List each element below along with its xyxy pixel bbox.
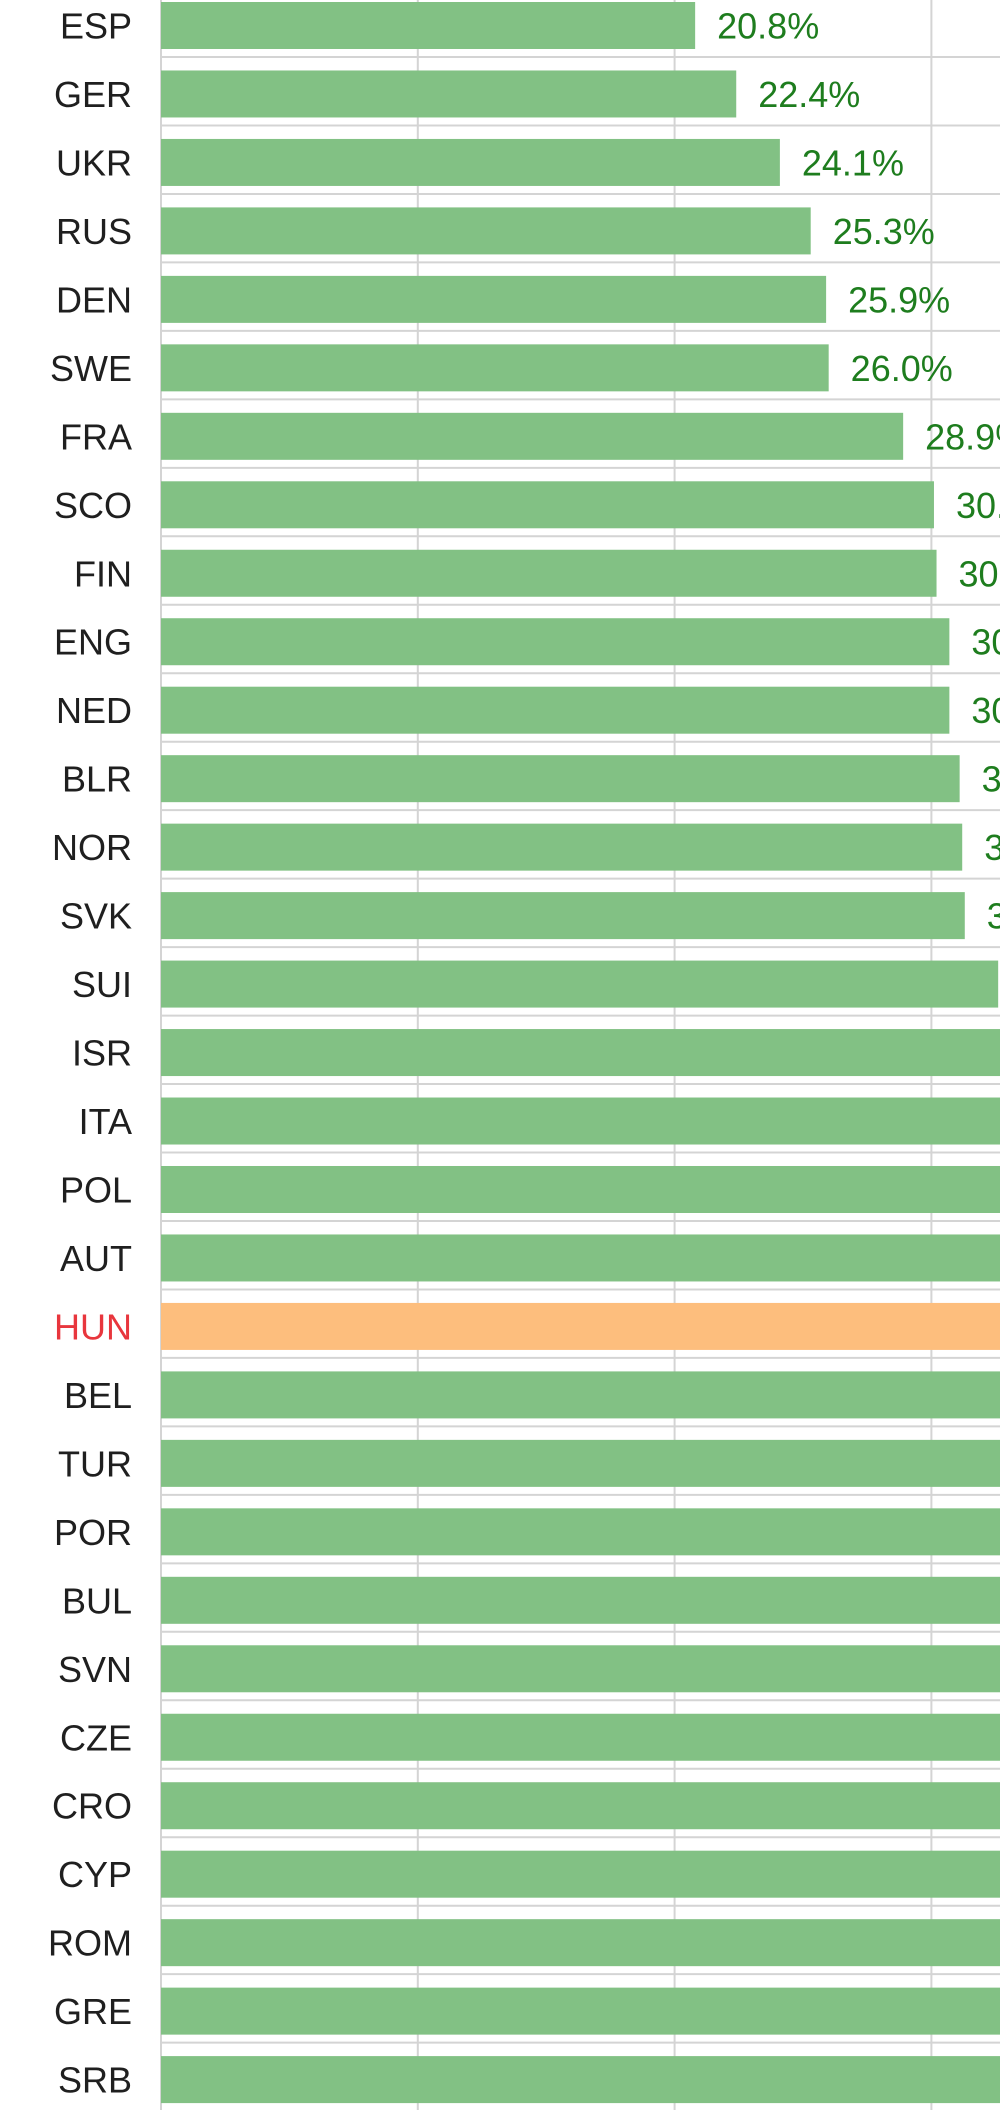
category-label: GRE: [54, 1991, 132, 2032]
category-labels: ESP GER UKR RUS DEN SWE FRA SCO FIN ENG NED BLR NOR S…: [48, 6, 132, 2101]
bar-cro: [161, 1782, 1000, 1830]
category-label: TUR: [58, 1443, 132, 1484]
bar-ger: [161, 70, 737, 118]
bar-rom: [161, 1919, 1000, 1967]
category-label: ESP: [60, 6, 132, 47]
bar-fra: [161, 412, 904, 460]
category-label: HUN: [54, 1306, 132, 1347]
value-label: 20.8%: [717, 6, 819, 47]
value-label: 28.9%: [925, 416, 1000, 457]
category-label: SVK: [60, 896, 132, 937]
value-label: 30.2%: [959, 553, 1000, 594]
category-label: CYP: [58, 1854, 132, 1895]
category-label: CRO: [52, 1786, 132, 1827]
category-label: GER: [54, 74, 132, 115]
value-label: 30.7%: [971, 690, 1000, 731]
value-label: 26.0%: [851, 348, 953, 389]
category-label: BUL: [62, 1580, 132, 1621]
bar-cze: [161, 1713, 1000, 1761]
bar-fin: [161, 549, 937, 597]
category-label: POL: [60, 1169, 132, 1210]
category-label: CZE: [60, 1717, 132, 1758]
bar-rus: [161, 207, 811, 255]
category-label: SVN: [58, 1649, 132, 1690]
bar-bel: [161, 1371, 1000, 1419]
bar-ned: [161, 686, 950, 734]
category-label: ITA: [79, 1101, 132, 1142]
bar-sco: [161, 481, 934, 529]
bar-por: [161, 1508, 1000, 1556]
value-label: 30.1%: [956, 485, 1000, 526]
category-label: ROM: [48, 1923, 132, 1964]
category-label: SRB: [58, 2060, 132, 2101]
bar-aut: [161, 1234, 1000, 1282]
category-label: ISR: [72, 1033, 132, 1074]
bar-isr: [161, 1029, 1000, 1077]
bar-ukr: [161, 138, 780, 186]
value-label: 22.4%: [758, 74, 860, 115]
bar-pol: [161, 1165, 1000, 1213]
value-labels: 20.8% 22.4% 24.1% 25.3% 25.9% 26.0% 28.9% 30.1%…: [717, 6, 1000, 937]
bar-sui: [161, 960, 999, 1008]
category-label: FRA: [60, 416, 132, 457]
value-label: 25.3%: [833, 211, 935, 252]
bar-nor: [161, 823, 963, 871]
bar-cyp: [161, 1850, 1000, 1898]
category-label: SUI: [72, 964, 132, 1005]
bar-ita: [161, 1097, 1000, 1145]
category-label: UKR: [56, 142, 132, 183]
bar-srb: [161, 2056, 1000, 2104]
grid-lines: [160, 0, 1000, 2110]
bar-tur: [161, 1439, 1000, 1487]
category-label: AUT: [60, 1238, 132, 1279]
bar-blr: [161, 755, 960, 803]
value-label: 31.1%: [982, 759, 1000, 800]
bar-eng: [161, 618, 950, 666]
value-label: 24.1%: [802, 142, 904, 183]
category-label: NOR: [52, 827, 132, 868]
bar-bul: [161, 1576, 1000, 1624]
category-label: NED: [56, 690, 132, 731]
category-label: DEN: [56, 279, 132, 320]
value-label: 31.2%: [984, 827, 1000, 868]
category-label: FIN: [74, 553, 132, 594]
value-label: 30.7%: [971, 622, 1000, 663]
category-label: SCO: [54, 485, 132, 526]
category-label: POR: [54, 1512, 132, 1553]
bar-den: [161, 275, 827, 323]
category-label: ENG: [54, 622, 132, 663]
value-label: 31.3%: [987, 896, 1000, 937]
bars: [161, 2, 1000, 2104]
category-label: RUS: [56, 211, 132, 252]
category-label: SWE: [50, 348, 132, 389]
value-label: 25.9%: [848, 279, 950, 320]
bar-svk: [161, 892, 965, 940]
bar-swe: [161, 344, 829, 392]
bar-gre: [161, 1987, 1000, 2035]
bar-esp: [161, 2, 696, 49]
category-label: BEL: [64, 1375, 132, 1416]
bar-hun: [161, 1302, 1000, 1350]
bar-svn: [161, 1645, 1000, 1693]
category-label: BLR: [62, 759, 132, 800]
